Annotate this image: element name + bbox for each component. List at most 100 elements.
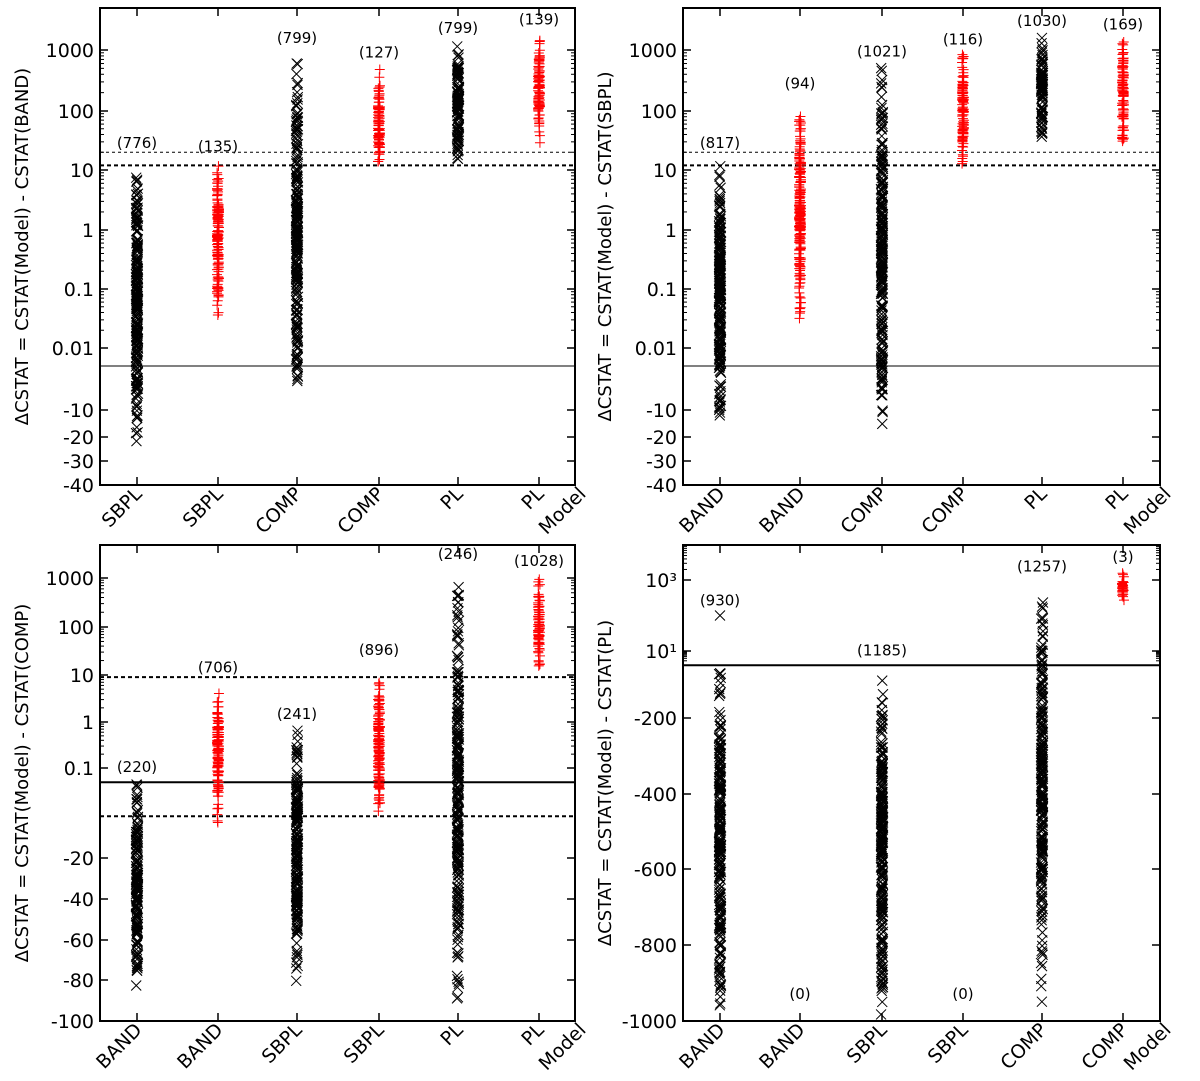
- x-axis-label: Model: [1120, 1019, 1176, 1075]
- data-point: [714, 191, 726, 203]
- data-point: [212, 218, 223, 229]
- x-category-label: PL: [436, 1019, 467, 1050]
- data-point: [213, 290, 224, 301]
- data-point: [213, 741, 224, 752]
- data-point: [1037, 639, 1049, 650]
- data-point: [132, 427, 143, 438]
- data-point: [958, 138, 969, 149]
- data-point: [213, 761, 224, 772]
- data-point: [453, 581, 464, 593]
- data-point: [292, 342, 304, 353]
- scatter-series: [290, 58, 304, 387]
- x-category-label: COMP: [836, 483, 891, 538]
- data-point: [533, 54, 544, 65]
- data-point: [795, 243, 806, 254]
- y-tick-label: 10: [70, 665, 94, 687]
- data-point: [132, 935, 143, 947]
- data-point: [290, 975, 302, 987]
- data-point: [212, 282, 223, 293]
- y-tick-label: 100: [641, 101, 677, 123]
- data-point: [131, 185, 143, 196]
- data-point: [292, 91, 304, 103]
- data-point: [714, 365, 726, 377]
- count-label: (0): [952, 985, 973, 1003]
- data-point: [715, 333, 727, 345]
- data-point: [291, 348, 303, 360]
- data-point: [534, 579, 545, 590]
- data-point: [132, 936, 144, 948]
- y-tick-label: -800: [634, 935, 677, 957]
- data-point: [533, 83, 544, 94]
- data-point: [958, 64, 969, 75]
- y-tick-label: -10: [63, 400, 94, 422]
- data-point: [452, 991, 464, 1003]
- count-label: (241): [277, 705, 317, 723]
- data-point: [291, 175, 302, 186]
- data-point: [373, 147, 384, 158]
- data-point: [213, 307, 224, 318]
- data-point: [374, 128, 385, 139]
- data-point: [794, 263, 805, 274]
- data-point: [1118, 70, 1129, 81]
- count-label: (799): [438, 19, 478, 37]
- data-point: [794, 244, 805, 255]
- data-point: [292, 911, 303, 923]
- data-point: [713, 313, 725, 325]
- data-point: [795, 232, 806, 243]
- data-point: [714, 179, 726, 191]
- data-point: [131, 864, 143, 875]
- scatter-series: [1035, 597, 1049, 1008]
- count-label: (799): [277, 29, 317, 47]
- data-point: [452, 939, 463, 950]
- scatter-series: [212, 688, 224, 828]
- data-point: [794, 214, 805, 225]
- data-point: [212, 739, 223, 750]
- y-tick-label: -200: [634, 708, 677, 730]
- data-point: [453, 145, 464, 156]
- data-point: [451, 41, 463, 52]
- data-point: [131, 341, 142, 353]
- data-point: [877, 106, 889, 118]
- count-label: (135): [198, 137, 238, 155]
- y-tick-label: 1: [665, 220, 677, 242]
- data-point: [714, 169, 725, 181]
- x-axis-label: Model: [535, 483, 591, 539]
- data-point: [795, 145, 806, 156]
- data-point: [292, 239, 304, 251]
- data-point: [876, 221, 888, 232]
- data-point: [132, 253, 143, 265]
- data-point: [132, 937, 143, 949]
- data-point: [290, 282, 302, 293]
- data-point: [212, 288, 223, 299]
- data-point: [1117, 77, 1128, 88]
- data-point: [374, 90, 385, 101]
- data-point: [131, 344, 143, 356]
- data-point: [714, 258, 726, 269]
- scatter-series: [373, 677, 385, 817]
- data-point: [877, 201, 888, 213]
- data-point: [795, 157, 806, 168]
- scatter-series: [212, 161, 224, 320]
- data-point: [452, 611, 463, 623]
- count-label: (220): [117, 758, 157, 776]
- data-point: [291, 331, 303, 343]
- data-point: [795, 216, 806, 227]
- data-point: [1118, 47, 1129, 58]
- data-point: [291, 363, 303, 375]
- x-category-label: COMP: [1077, 1019, 1132, 1074]
- y-tick-label: -30: [63, 451, 94, 473]
- data-point: [1036, 82, 1047, 93]
- data-point: [1036, 940, 1048, 952]
- data-point: [876, 311, 887, 323]
- data-point: [795, 277, 806, 288]
- data-point: [876, 372, 888, 384]
- data-point: [130, 176, 142, 187]
- count-label: (706): [198, 658, 238, 676]
- data-point: [132, 804, 144, 816]
- data-point: [290, 173, 302, 185]
- scatter-series: [533, 35, 545, 148]
- data-point: [533, 581, 544, 592]
- count-label: (1030): [1017, 12, 1067, 30]
- data-point: [132, 366, 144, 378]
- y-tick-label: -80: [63, 970, 94, 992]
